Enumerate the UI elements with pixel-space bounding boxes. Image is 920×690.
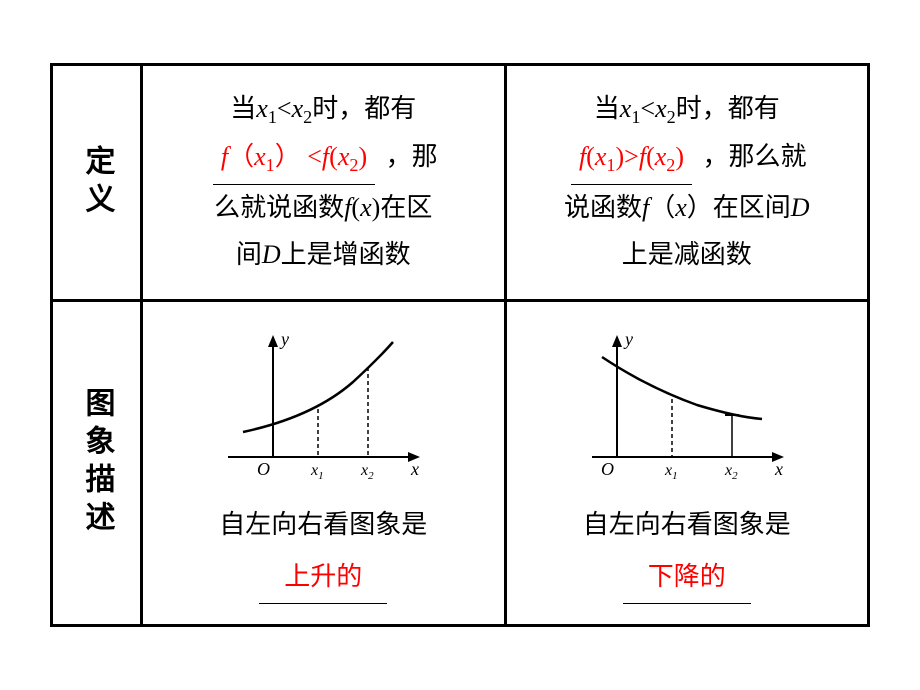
label-x1: x1 — [664, 462, 678, 482]
var-x2: x — [292, 94, 304, 123]
text: 当 — [230, 94, 256, 123]
lp: ( — [586, 142, 595, 171]
label-O: O — [257, 459, 270, 479]
sub: 2 — [666, 156, 675, 176]
col1-expression: f（x1） <f(x2) — [213, 134, 375, 185]
text: ，那么就 — [703, 142, 807, 171]
f: f — [221, 142, 228, 171]
rp: ) — [372, 193, 381, 222]
definition-table: 定义 当x1<x2时，都有 f（x1） <f(x2) ，那 么就说函数f(x)在… — [50, 63, 870, 626]
var-x1: x — [256, 94, 268, 123]
col1-definition: 当x1<x2时，都有 f（x1） <f(x2) ，那 么就说函数f(x)在区 间… — [143, 66, 507, 299]
rp: ) — [358, 142, 367, 171]
text: 间 — [236, 240, 262, 269]
col1-def-text: 当x1<x2时，都有 f（x1） <f(x2) ，那 么就说函数f(x)在区 间… — [158, 86, 489, 279]
label-y: y — [279, 329, 289, 349]
col2-desc: 自左向右看图象是 下降的 — [522, 502, 853, 604]
x: x — [254, 142, 266, 171]
op: < — [307, 142, 322, 171]
rp: ) — [615, 142, 624, 171]
text: 时，都有 — [312, 94, 416, 123]
label-x: x — [774, 459, 783, 479]
rp: ） — [275, 142, 301, 171]
label-x2: x2 — [360, 462, 374, 482]
col1-desc: 自左向右看图象是 上升的 — [158, 502, 489, 604]
desc-text: 自左向右看图象是 — [583, 510, 791, 539]
D: D — [262, 240, 281, 269]
var-x1: x — [620, 94, 632, 123]
text: 当 — [594, 94, 620, 123]
text: 在区间 — [713, 193, 791, 222]
rp: ） — [687, 193, 713, 222]
lt: < — [277, 94, 292, 123]
text: ，那 — [386, 142, 438, 171]
x: x — [595, 142, 607, 171]
label-y: y — [623, 329, 633, 349]
D: D — [791, 193, 810, 222]
sub: 1 — [268, 108, 277, 128]
col2-graph-cell: y O x1 x2 x 自左向右看图象是 下降的 — [507, 302, 868, 624]
text: 上是增函数 — [281, 240, 411, 269]
text: 说函数 — [564, 193, 642, 222]
col2-answer: 下降的 — [623, 554, 751, 604]
text: 上是减函数 — [622, 240, 752, 269]
label-x: x — [410, 459, 419, 479]
col1-graph: y O x1 x2 x — [158, 327, 489, 487]
sub: 1 — [266, 156, 275, 176]
row2-label: 图象描述 — [53, 302, 143, 624]
x: x — [338, 142, 350, 171]
row1-label: 定义 — [53, 66, 143, 299]
lp: ( — [646, 142, 655, 171]
col2-expression: f(x1)>f(x2) — [571, 134, 692, 185]
text: 在区 — [380, 193, 432, 222]
var-x2: x — [655, 94, 667, 123]
col2-def-text: 当x1<x2时，都有 f(x1)>f(x2) ，那么就 说函数f（x）在区间D … — [522, 86, 853, 279]
rp: ) — [675, 142, 684, 171]
x: x — [360, 193, 372, 222]
x: x — [655, 142, 667, 171]
desc-text: 自左向右看图象是 — [219, 510, 427, 539]
text: 时，都有 — [676, 94, 780, 123]
x: x — [675, 193, 687, 222]
lp: （ — [228, 142, 254, 171]
op: > — [624, 142, 639, 171]
graph-row: 图象描述 y O x1 — [53, 302, 867, 624]
label-O: O — [601, 459, 614, 479]
sub: 2 — [303, 108, 312, 128]
label-x1: x1 — [310, 462, 324, 482]
text: 么就说函数 — [214, 193, 344, 222]
col2-graph: y O x1 x2 x — [522, 327, 853, 487]
col1-graph-cell: y O x1 x2 x 自左向右看图象是 上升的 — [143, 302, 507, 624]
lp: ( — [351, 193, 360, 222]
definition-row: 定义 当x1<x2时，都有 f（x1） <f(x2) ，那 么就说函数f(x)在… — [53, 66, 867, 302]
lp: ( — [329, 142, 338, 171]
decreasing-curve-svg: y O x1 x2 x — [577, 327, 797, 487]
f: f — [639, 142, 646, 171]
lt: < — [640, 94, 655, 123]
col2-definition: 当x1<x2时，都有 f(x1)>f(x2) ，那么就 说函数f（x）在区间D … — [507, 66, 868, 299]
label-x2: x2 — [724, 462, 738, 482]
col1-answer: 上升的 — [259, 554, 387, 604]
increasing-curve-svg: y O x1 x2 x — [213, 327, 433, 487]
lp: （ — [649, 193, 675, 222]
sub: 2 — [667, 108, 676, 128]
